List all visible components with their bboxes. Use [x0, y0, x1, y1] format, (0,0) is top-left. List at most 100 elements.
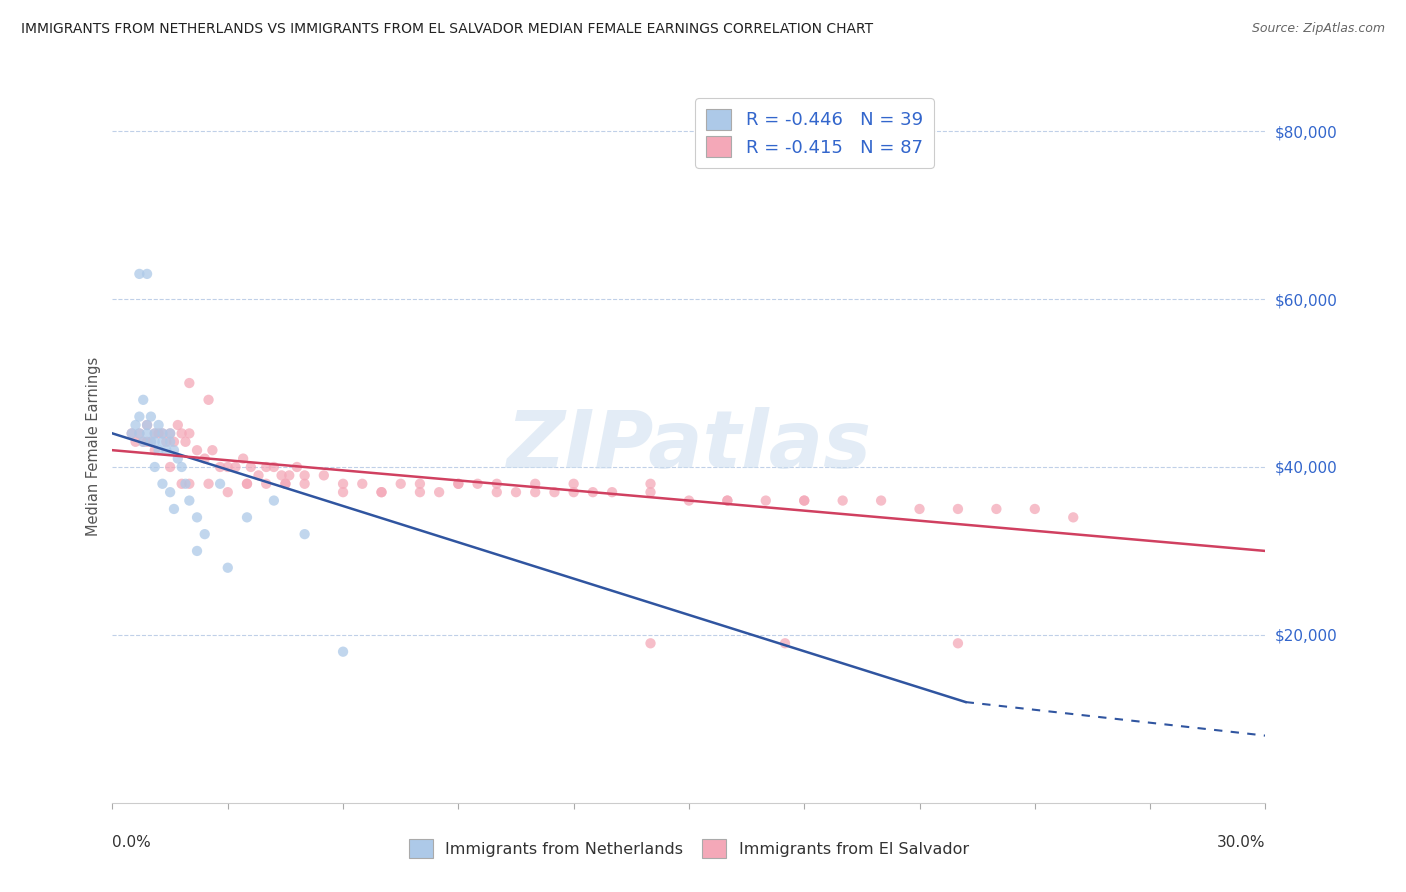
Point — [247, 468, 270, 483]
Point — [148, 443, 170, 458]
Point — [427, 485, 450, 500]
Point — [793, 493, 815, 508]
Point — [224, 460, 246, 475]
Point — [217, 560, 239, 574]
Point — [793, 493, 815, 508]
Text: 0.0%: 0.0% — [112, 835, 152, 850]
Point — [524, 476, 547, 491]
Point — [186, 510, 208, 524]
Point — [121, 426, 143, 441]
Point — [128, 426, 150, 441]
Point — [186, 443, 208, 458]
Point — [201, 443, 224, 458]
Point — [163, 443, 186, 458]
Text: 30.0%: 30.0% — [1218, 835, 1265, 850]
Point — [163, 434, 186, 449]
Point — [640, 485, 662, 500]
Point — [132, 434, 155, 449]
Point — [155, 434, 177, 449]
Point — [186, 544, 208, 558]
Point — [562, 485, 585, 500]
Point — [209, 476, 232, 491]
Point — [678, 493, 700, 508]
Point — [370, 485, 392, 500]
Point — [139, 409, 162, 424]
Point — [163, 502, 186, 516]
Point — [447, 476, 470, 491]
Point — [148, 417, 170, 432]
Point — [128, 267, 150, 281]
Point — [485, 485, 508, 500]
Point — [946, 636, 969, 650]
Text: ZIPatlas: ZIPatlas — [506, 407, 872, 485]
Point — [294, 468, 316, 483]
Point — [467, 476, 489, 491]
Point — [152, 426, 174, 441]
Point — [217, 460, 239, 475]
Point — [294, 476, 316, 491]
Point — [254, 460, 277, 475]
Point — [143, 426, 166, 441]
Point — [143, 434, 166, 449]
Point — [370, 485, 392, 500]
Point — [562, 476, 585, 491]
Text: Source: ZipAtlas.com: Source: ZipAtlas.com — [1251, 22, 1385, 36]
Point — [312, 468, 335, 483]
Point — [716, 493, 738, 508]
Point — [640, 476, 662, 491]
Point — [543, 485, 565, 500]
Point — [166, 451, 188, 466]
Point — [524, 485, 547, 500]
Point — [139, 434, 162, 449]
Point — [197, 392, 219, 407]
Point — [170, 460, 193, 475]
Point — [152, 476, 174, 491]
Point — [209, 460, 232, 475]
Point — [124, 434, 146, 449]
Point — [194, 527, 217, 541]
Point — [152, 434, 174, 449]
Point — [1024, 502, 1046, 516]
Point — [159, 485, 181, 500]
Point — [132, 434, 155, 449]
Point — [485, 476, 508, 491]
Point — [274, 476, 297, 491]
Point — [139, 434, 162, 449]
Point — [600, 485, 623, 500]
Point — [640, 636, 662, 650]
Point — [174, 476, 197, 491]
Point — [236, 476, 259, 491]
Point — [332, 485, 354, 500]
Point — [143, 460, 166, 475]
Point — [217, 485, 239, 500]
Point — [274, 476, 297, 491]
Point — [128, 426, 150, 441]
Point — [179, 476, 201, 491]
Point — [159, 426, 181, 441]
Point — [194, 451, 217, 466]
Point — [582, 485, 605, 500]
Point — [197, 476, 219, 491]
Point — [946, 502, 969, 516]
Point — [332, 645, 354, 659]
Point — [1062, 510, 1084, 524]
Point — [236, 476, 259, 491]
Point — [773, 636, 796, 650]
Point — [285, 460, 308, 475]
Point — [831, 493, 853, 508]
Point — [179, 493, 201, 508]
Point — [332, 476, 354, 491]
Point — [159, 426, 181, 441]
Point — [352, 476, 374, 491]
Point — [170, 426, 193, 441]
Point — [232, 451, 254, 466]
Point — [263, 493, 285, 508]
Point — [136, 267, 159, 281]
Point — [294, 527, 316, 541]
Point — [132, 392, 155, 407]
Point — [179, 426, 201, 441]
Point — [136, 434, 159, 449]
Point — [136, 417, 159, 432]
Legend: Immigrants from Netherlands, Immigrants from El Salvador: Immigrants from Netherlands, Immigrants … — [401, 830, 977, 866]
Point — [128, 409, 150, 424]
